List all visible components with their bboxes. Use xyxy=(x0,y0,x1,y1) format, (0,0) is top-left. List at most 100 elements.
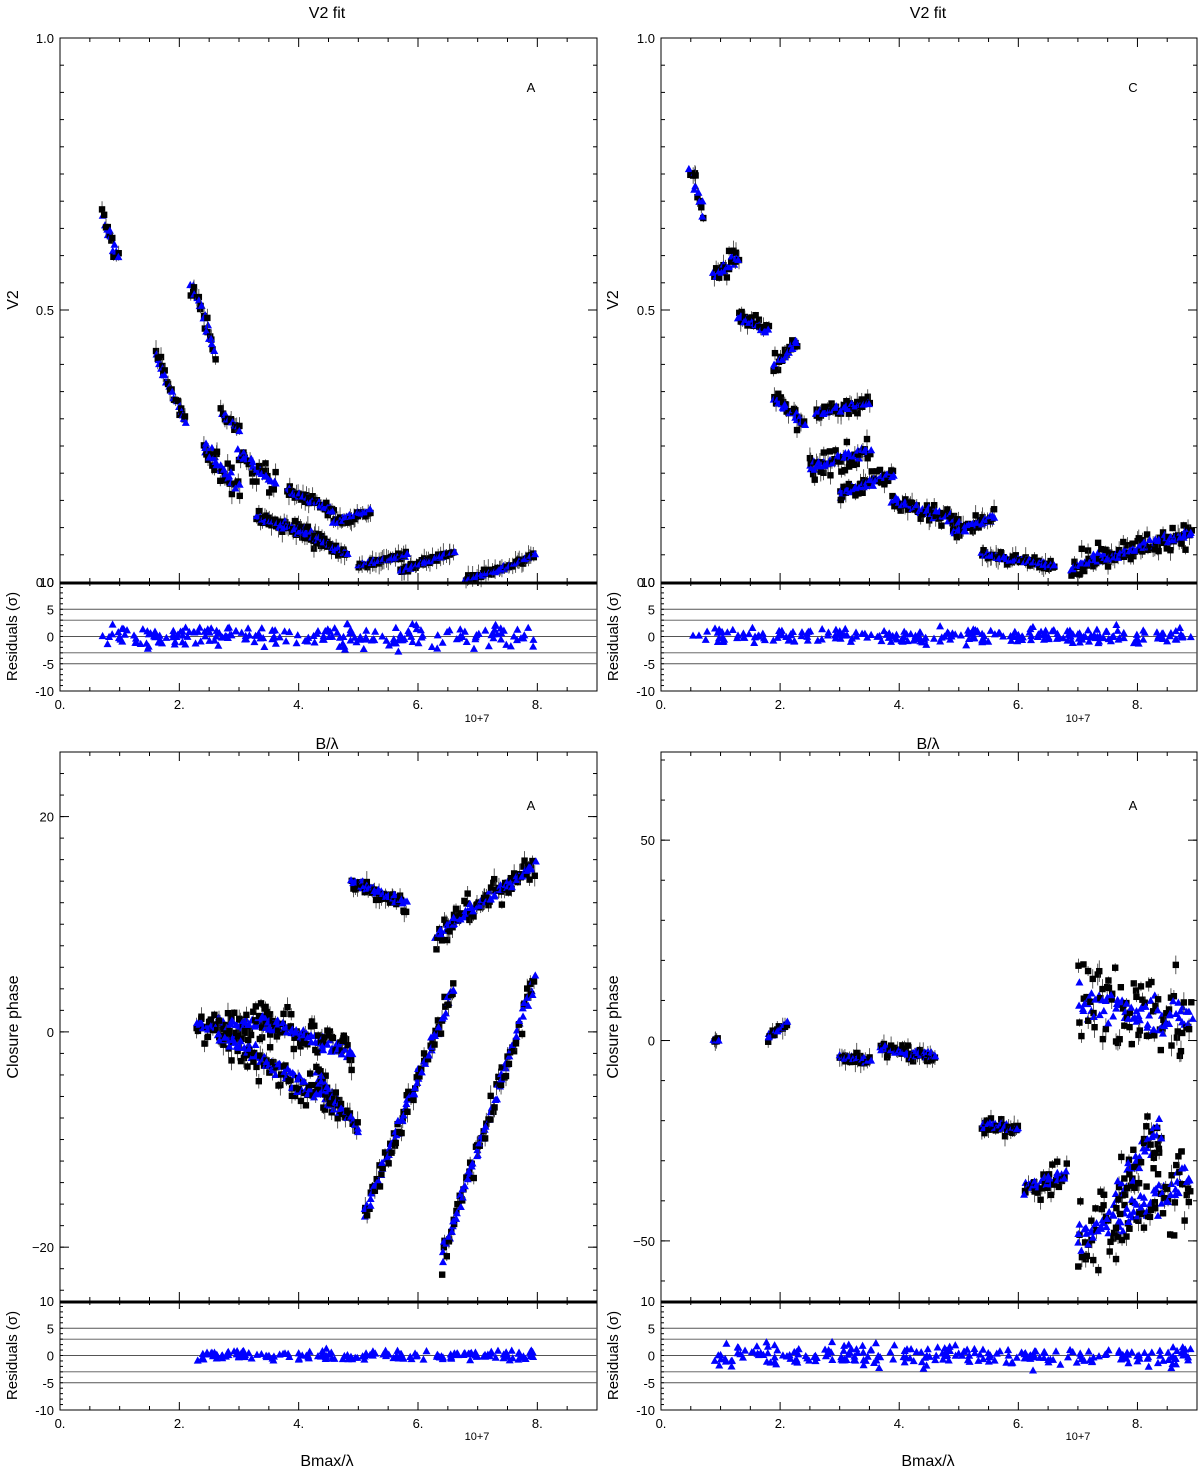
observed-point xyxy=(290,1045,297,1053)
residual-point xyxy=(417,633,426,641)
model-point xyxy=(231,484,240,492)
residual-point xyxy=(513,625,522,633)
observed-point xyxy=(234,1047,241,1055)
observed-point xyxy=(231,1009,238,1016)
residual-point xyxy=(256,634,265,642)
residual-point xyxy=(408,637,417,645)
residual-point xyxy=(427,642,436,650)
observed-point xyxy=(236,422,243,430)
residual-point xyxy=(1153,634,1162,642)
model-point xyxy=(110,240,119,248)
residual-point xyxy=(362,626,371,634)
observed-point xyxy=(109,234,116,242)
x-tick-label: 2. xyxy=(174,1416,185,1431)
residual-point xyxy=(223,633,232,642)
observed-point xyxy=(433,946,440,953)
residual-point xyxy=(803,636,812,644)
residual-axis-label: Residuals (σ) xyxy=(605,592,622,681)
observed-point xyxy=(481,895,488,903)
observed-point xyxy=(1034,1189,1042,1196)
model-point xyxy=(168,387,177,395)
observed-point xyxy=(512,1040,520,1047)
residual-point xyxy=(863,633,872,641)
observed-point xyxy=(1051,1181,1058,1188)
residual-point xyxy=(986,626,995,634)
observed-point xyxy=(1095,555,1103,562)
observed-point xyxy=(738,308,745,316)
model-point xyxy=(1094,548,1103,556)
observed-point xyxy=(873,468,880,475)
observed-point xyxy=(1071,558,1078,565)
observed-point xyxy=(867,450,874,458)
residual-point xyxy=(196,637,205,645)
residual-point xyxy=(408,619,417,628)
model-point xyxy=(441,1009,450,1017)
observed-point xyxy=(1070,570,1078,577)
observed-point xyxy=(529,857,536,865)
observed-point xyxy=(1094,539,1102,547)
observed-point xyxy=(741,313,749,321)
residual-point xyxy=(293,631,302,639)
residual-point xyxy=(984,637,993,645)
model-point xyxy=(340,1045,349,1053)
residual-point xyxy=(1134,639,1143,647)
residual-point xyxy=(292,639,301,647)
observed-point xyxy=(201,325,209,332)
observed-point xyxy=(853,1049,860,1057)
model-point xyxy=(867,446,876,454)
residual-tick-label: -10 xyxy=(35,1403,54,1418)
residual-point xyxy=(195,623,204,631)
observed-point xyxy=(217,477,224,484)
residual-point xyxy=(1028,622,1037,631)
residual-tick-label: -10 xyxy=(636,684,655,699)
residual-point xyxy=(399,1354,408,1362)
residual-point xyxy=(718,633,727,641)
observed-point xyxy=(236,492,243,500)
model-point xyxy=(836,407,845,415)
observed-point xyxy=(843,438,851,446)
residual-point xyxy=(344,1355,353,1363)
residual-point xyxy=(144,630,153,638)
model-point xyxy=(520,998,529,1007)
observed-point xyxy=(783,1021,791,1029)
residual-point xyxy=(1076,632,1085,641)
observed-point xyxy=(204,1033,212,1041)
observed-point xyxy=(995,1126,1002,1133)
model-point xyxy=(319,1046,328,1054)
y-tick-label: 1.0 xyxy=(637,31,655,46)
observed-point xyxy=(266,1031,274,1038)
residual-point xyxy=(280,627,289,635)
observed-point xyxy=(858,396,865,403)
observed-point xyxy=(437,1030,445,1037)
residual-point xyxy=(497,629,506,637)
x-tick-label: 8. xyxy=(532,697,543,712)
model-point xyxy=(447,1227,456,1235)
observed-point xyxy=(416,1073,423,1080)
observed-point xyxy=(213,448,221,455)
observed-point xyxy=(483,1120,490,1127)
x-multiplier: 10+7 xyxy=(465,713,490,725)
model-point xyxy=(518,1004,527,1012)
model-point xyxy=(260,1013,269,1021)
observed-point xyxy=(261,1005,268,1012)
observed-point xyxy=(811,476,818,483)
model-point xyxy=(337,1104,346,1112)
model-point xyxy=(708,268,717,276)
residual-point xyxy=(301,636,310,644)
observed-point xyxy=(262,467,270,474)
observed-point xyxy=(385,1160,392,1167)
model-point xyxy=(226,468,235,476)
residual-point xyxy=(214,641,223,649)
observed-point xyxy=(326,1028,334,1035)
observed-point xyxy=(885,477,892,484)
observed-point xyxy=(1022,1189,1029,1196)
residual-point xyxy=(1010,627,1019,635)
x-multiplier: 10+7 xyxy=(1066,713,1091,725)
residual-axes: 10 5 0 -5 -10 Residuals (σ) 0. 2. 4. 6. 8. xyxy=(4,1294,598,1431)
observed-point xyxy=(820,449,827,456)
observed-point xyxy=(450,980,457,987)
residual-point xyxy=(773,633,782,641)
model-point xyxy=(366,1194,375,1203)
residual-point xyxy=(689,631,698,639)
residual-point xyxy=(150,627,159,635)
